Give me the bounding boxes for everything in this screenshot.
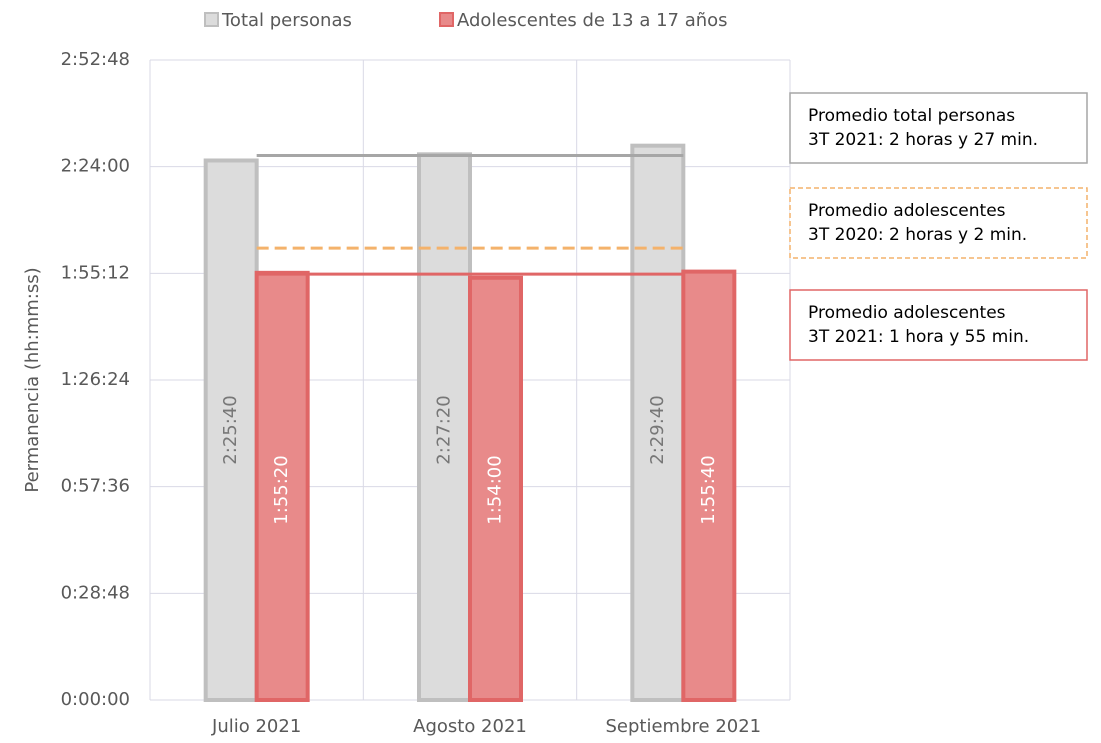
annotation-text: Promedio total personas [808, 106, 1015, 126]
legend-swatch [204, 12, 219, 27]
bar [203, 158, 259, 702]
x-tick-label: Agosto 2021 [413, 716, 527, 737]
annotation-text: 3T 2021: 1 hora y 55 min. [808, 327, 1029, 347]
data-label: 2:25:40 [220, 395, 241, 464]
bar [681, 269, 737, 702]
legend-swatch [439, 12, 454, 27]
y-tick-label: 2:24:00 [61, 156, 130, 177]
y-tick-label: 2:52:48 [61, 49, 130, 70]
annotation-text: 3T 2021: 2 horas y 27 min. [808, 130, 1038, 150]
bar [468, 275, 523, 702]
annotation-text: Promedio adolescentes [808, 201, 1006, 221]
data-label: 1:55:20 [271, 455, 292, 524]
data-label: 2:29:40 [647, 395, 668, 464]
y-tick-label: 1:26:24 [61, 369, 130, 390]
bar [417, 152, 472, 702]
legend-label: Adolescentes de 13 a 17 años [457, 10, 728, 31]
y-tick-label: 0:57:36 [61, 476, 130, 497]
y-tick-label: 0:00:00 [61, 689, 130, 710]
annotation-text: Promedio adolescentes [808, 303, 1006, 323]
data-label: 1:55:40 [698, 455, 719, 524]
annotation-text: 3T 2020: 2 horas y 2 min. [808, 225, 1027, 245]
y-axis-label: Permanencia (hh:mm:ss) [22, 267, 43, 492]
legend-label: Total personas [221, 10, 352, 31]
x-tick-label: Julio 2021 [211, 716, 301, 737]
data-label: 2:27:20 [434, 395, 455, 464]
annotation-box [789, 187, 1088, 259]
y-tick-label: 0:28:48 [61, 582, 130, 603]
bar [254, 270, 310, 702]
annotation-box [789, 92, 1088, 164]
x-tick-label: Septiembre 2021 [606, 716, 762, 737]
y-tick-label: 1:55:12 [61, 262, 130, 283]
data-label: 1:54:00 [485, 455, 506, 524]
annotation-box [789, 289, 1088, 361]
